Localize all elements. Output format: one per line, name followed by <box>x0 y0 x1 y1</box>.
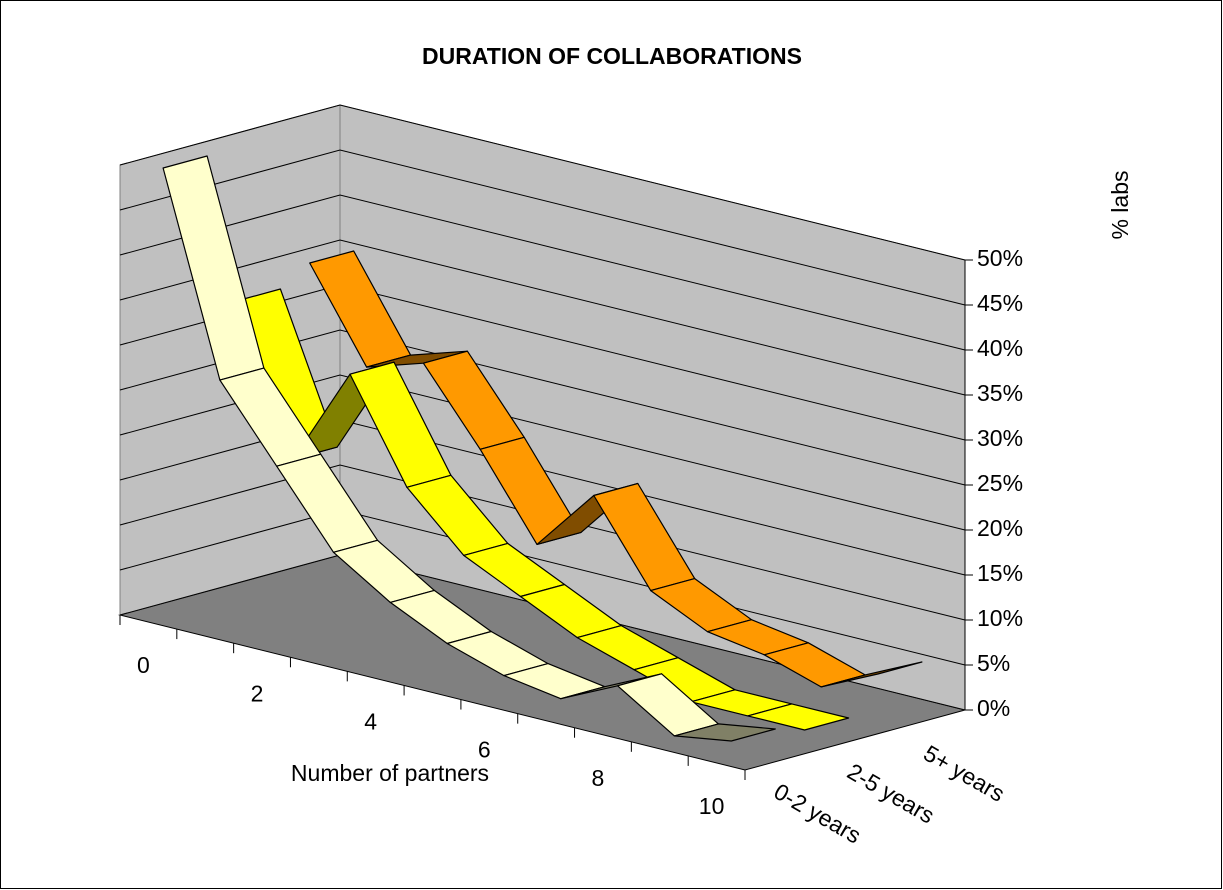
grid-line <box>119 374 966 531</box>
y-tick-label: 0% <box>977 695 1010 721</box>
x-tick-label: 4 <box>364 708 377 734</box>
chart-title: DURATION OF COLLABORATIONS <box>422 43 802 69</box>
y-tick-label: 30% <box>977 425 1023 451</box>
ribbon-segment <box>820 661 923 688</box>
x-axis-title: Number of partners <box>291 760 489 786</box>
ribbon-segment <box>747 703 850 731</box>
y-tick-label: 40% <box>977 335 1023 361</box>
y-tick-label: 15% <box>977 560 1023 586</box>
y-tick-label: 50% <box>977 245 1023 271</box>
y-tick-label: 25% <box>977 470 1023 496</box>
y-axis-title: % labs <box>1107 170 1133 239</box>
y-tick-label: 45% <box>977 290 1023 316</box>
grid-line <box>119 104 966 261</box>
x-tick-label: 2 <box>251 680 264 706</box>
x-tick-label: 8 <box>592 765 605 791</box>
x-tick-label: 6 <box>478 737 491 763</box>
grid-line <box>119 329 966 486</box>
y-tick-label: 5% <box>977 650 1010 676</box>
grid-line <box>119 464 966 621</box>
x-tick-label: 10 <box>699 793 725 819</box>
y-tick-label: 10% <box>977 605 1023 631</box>
x-tick-label: 0 <box>137 652 150 678</box>
y-tick-label: 20% <box>977 515 1023 541</box>
y-tick-label: 35% <box>977 380 1023 406</box>
ribbon-segment <box>673 723 776 742</box>
